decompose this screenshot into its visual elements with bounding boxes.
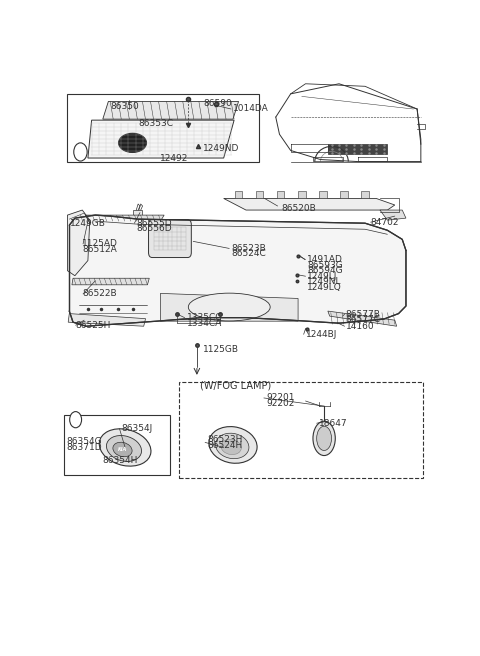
Bar (67, 94, 259, 162)
FancyBboxPatch shape (148, 220, 192, 258)
Text: 86590: 86590 (203, 100, 232, 108)
Text: 1249LQ: 1249LQ (307, 283, 342, 292)
Text: 1249NL: 1249NL (307, 277, 342, 286)
Bar (361, 192, 369, 198)
Text: 86556D: 86556D (136, 224, 172, 234)
Polygon shape (224, 198, 395, 210)
Bar (235, 192, 242, 198)
Text: 1125AD: 1125AD (83, 239, 118, 249)
Text: 86577C: 86577C (346, 315, 381, 324)
Text: 86555D: 86555D (136, 218, 172, 228)
Ellipse shape (188, 293, 270, 321)
Polygon shape (134, 221, 143, 227)
Text: 12492: 12492 (160, 154, 189, 163)
Ellipse shape (317, 426, 332, 451)
Ellipse shape (107, 436, 142, 461)
Text: 1491AD: 1491AD (307, 255, 343, 264)
Text: 86523H: 86523H (207, 436, 242, 444)
Text: 1335CC: 1335CC (186, 313, 222, 322)
Ellipse shape (313, 421, 335, 455)
Ellipse shape (99, 429, 151, 466)
Text: 86353C: 86353C (138, 119, 173, 128)
Text: 1249GB: 1249GB (71, 218, 106, 228)
Polygon shape (103, 102, 239, 119)
Polygon shape (328, 311, 396, 326)
Ellipse shape (113, 442, 132, 457)
Bar (277, 192, 285, 198)
Text: 86593G: 86593G (307, 260, 343, 270)
Text: 18647: 18647 (319, 419, 347, 428)
Bar (298, 192, 305, 198)
Polygon shape (68, 314, 145, 326)
Bar (64, 415, 170, 475)
Polygon shape (77, 215, 164, 221)
Polygon shape (160, 293, 298, 321)
Text: 86524H: 86524H (207, 441, 242, 450)
Polygon shape (380, 210, 406, 220)
Ellipse shape (216, 433, 249, 459)
Text: 86525H: 86525H (75, 321, 110, 330)
Text: 1014DA: 1014DA (233, 104, 269, 113)
Text: 14160: 14160 (346, 321, 374, 331)
Text: 1244BJ: 1244BJ (305, 330, 337, 338)
Polygon shape (67, 210, 90, 276)
Circle shape (74, 143, 87, 161)
Text: 86512A: 86512A (83, 245, 117, 254)
Text: KIA: KIA (118, 447, 127, 452)
Ellipse shape (221, 440, 241, 455)
Text: 86354H: 86354H (103, 455, 138, 464)
Circle shape (70, 411, 82, 428)
Text: 86354G: 86354G (67, 438, 102, 446)
Text: 1125GB: 1125GB (203, 346, 239, 354)
Polygon shape (69, 215, 406, 326)
Text: 86522B: 86522B (83, 289, 117, 298)
Text: 92202: 92202 (266, 399, 295, 408)
Text: a: a (73, 415, 78, 424)
Text: a: a (78, 148, 83, 157)
Ellipse shape (209, 426, 257, 463)
Text: 1249ND: 1249ND (203, 144, 240, 153)
Text: 86350: 86350 (110, 102, 139, 111)
Polygon shape (328, 144, 387, 155)
Text: (W/FOG LAMP): (W/FOG LAMP) (200, 380, 271, 390)
Polygon shape (88, 120, 234, 158)
Text: 86523B: 86523B (231, 244, 266, 253)
Text: 86354J: 86354J (121, 424, 153, 433)
Text: 84702: 84702 (371, 218, 399, 227)
Text: 1334CA: 1334CA (186, 319, 222, 328)
Text: 1249LJ: 1249LJ (307, 272, 338, 281)
Polygon shape (72, 278, 149, 285)
Ellipse shape (119, 133, 146, 152)
Bar (179, 382, 423, 478)
Text: 86577B: 86577B (346, 310, 381, 319)
Text: 86524C: 86524C (231, 249, 266, 258)
Text: 86594G: 86594G (307, 266, 343, 275)
Polygon shape (132, 210, 142, 217)
Bar (340, 192, 348, 198)
Bar (319, 192, 326, 198)
Text: 86371D: 86371D (67, 443, 102, 452)
Bar (256, 192, 264, 198)
Text: 86520B: 86520B (281, 204, 316, 213)
Text: 92201: 92201 (266, 394, 295, 402)
